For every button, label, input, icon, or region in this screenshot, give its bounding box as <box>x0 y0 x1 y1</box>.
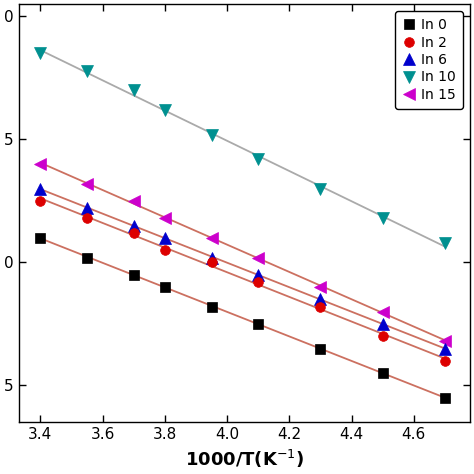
In 10 <box>255 156 261 162</box>
In 2 <box>162 247 168 253</box>
Line: In 0: In 0 <box>36 233 450 402</box>
In 0 <box>209 304 214 310</box>
In 0 <box>442 395 448 401</box>
In 15 <box>255 255 261 260</box>
In 0 <box>131 272 137 278</box>
In 6 <box>131 223 137 228</box>
In 10 <box>209 132 214 137</box>
In 0 <box>162 284 168 290</box>
Line: In 6: In 6 <box>35 183 450 354</box>
In 6 <box>380 321 385 327</box>
In 10 <box>84 68 90 73</box>
In 15 <box>37 161 43 167</box>
Line: In 10: In 10 <box>34 47 451 249</box>
In 15 <box>209 235 214 241</box>
In 15 <box>380 309 385 314</box>
In 10 <box>318 186 323 191</box>
In 15 <box>84 181 90 187</box>
In 10 <box>380 215 385 221</box>
In 0 <box>255 321 261 327</box>
In 6 <box>162 235 168 241</box>
In 6 <box>37 186 43 191</box>
In 6 <box>84 205 90 211</box>
X-axis label: 1000/T(K$^{-1}$): 1000/T(K$^{-1}$) <box>185 448 304 470</box>
In 6 <box>442 346 448 351</box>
In 6 <box>209 255 214 260</box>
In 0 <box>380 370 385 376</box>
In 6 <box>255 272 261 278</box>
In 15 <box>318 284 323 290</box>
In 2 <box>37 198 43 204</box>
In 0 <box>318 346 323 351</box>
In 10 <box>131 87 137 93</box>
In 2 <box>209 260 214 265</box>
Line: In 15: In 15 <box>34 158 451 347</box>
In 6 <box>318 297 323 302</box>
In 10 <box>442 240 448 246</box>
In 10 <box>37 51 43 56</box>
In 2 <box>255 279 261 285</box>
Legend: In 0, In 2, In 6, In 10, In 15: In 0, In 2, In 6, In 10, In 15 <box>395 11 463 109</box>
In 15 <box>442 338 448 344</box>
In 2 <box>84 215 90 221</box>
In 2 <box>131 230 137 236</box>
In 2 <box>318 304 323 310</box>
In 2 <box>380 333 385 339</box>
In 15 <box>162 215 168 221</box>
In 0 <box>37 235 43 241</box>
In 2 <box>442 358 448 364</box>
In 15 <box>131 198 137 204</box>
Line: In 2: In 2 <box>36 196 450 365</box>
In 10 <box>162 107 168 113</box>
In 0 <box>84 255 90 260</box>
